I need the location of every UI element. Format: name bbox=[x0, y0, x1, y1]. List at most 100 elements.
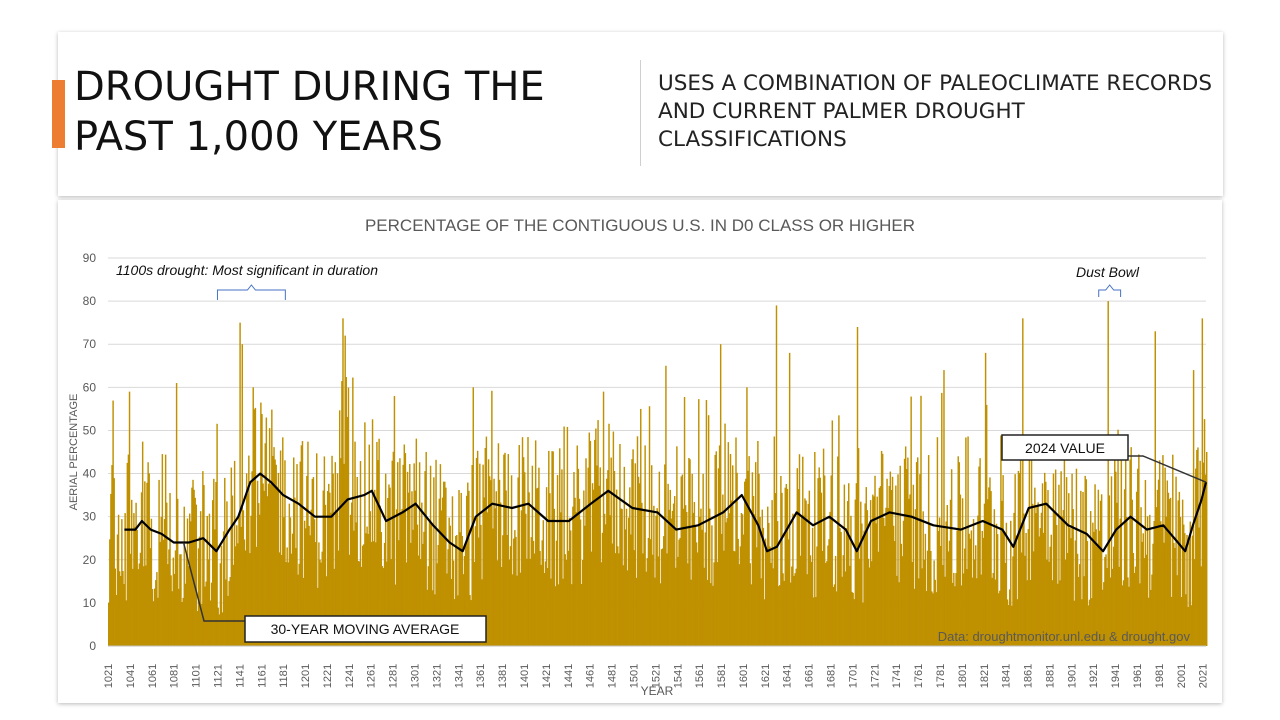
bar-1236 bbox=[343, 463, 345, 646]
bar-1849 bbox=[1014, 474, 1016, 646]
bar-1909 bbox=[1080, 490, 1082, 646]
bar-1376 bbox=[496, 560, 499, 646]
bar-1257 bbox=[366, 526, 368, 646]
bar-1982 bbox=[1160, 521, 1162, 646]
bar-1715 bbox=[867, 558, 870, 646]
bar-1957 bbox=[1132, 553, 1135, 646]
x-tick-label: 1441 bbox=[563, 664, 575, 688]
bar-1323 bbox=[438, 498, 441, 646]
bar-1123 bbox=[219, 563, 222, 646]
bar-1357 bbox=[475, 457, 478, 646]
y-tick-label: 40 bbox=[83, 467, 97, 481]
bar-1208 bbox=[312, 477, 315, 646]
bar-1113 bbox=[208, 513, 211, 646]
bar-1953 bbox=[1128, 586, 1130, 646]
x-tick-label: 1881 bbox=[1044, 664, 1056, 688]
bar-1452 bbox=[579, 519, 582, 646]
bar-1583 bbox=[723, 550, 725, 646]
bar-1216 bbox=[321, 551, 323, 646]
bar-1637 bbox=[782, 573, 784, 646]
bar-1617 bbox=[760, 578, 762, 646]
bar-1335 bbox=[451, 496, 454, 646]
bar-1093 bbox=[186, 518, 189, 646]
bar-1435 bbox=[561, 469, 563, 646]
bar-1575 bbox=[714, 454, 716, 646]
bar-1363 bbox=[482, 464, 484, 646]
bar-1217 bbox=[322, 490, 325, 646]
bar-1439 bbox=[565, 559, 568, 646]
bar-1043 bbox=[132, 568, 134, 646]
bar-1044 bbox=[133, 513, 135, 646]
bar-1613 bbox=[756, 547, 758, 646]
callout-label-2024: 2024 VALUE bbox=[1025, 440, 1105, 456]
bar-1365 bbox=[484, 447, 487, 646]
bar-1183 bbox=[285, 562, 287, 646]
bar-1865 bbox=[1031, 503, 1034, 646]
bar-1724 bbox=[877, 551, 880, 646]
bar-1823 bbox=[985, 404, 988, 646]
bar-1716 bbox=[868, 567, 871, 646]
bar-1648 bbox=[794, 573, 796, 646]
bar-1952 bbox=[1127, 577, 1129, 646]
bar-1556 bbox=[693, 502, 696, 646]
bar-1030 bbox=[117, 514, 120, 646]
bar-1561 bbox=[699, 516, 701, 646]
bar-1361 bbox=[480, 524, 482, 646]
bar-1303 bbox=[416, 524, 419, 646]
bar-1454 bbox=[582, 560, 584, 646]
bar-1457 bbox=[585, 458, 587, 646]
bar-1938 bbox=[1111, 568, 1114, 646]
y-tick-label: 20 bbox=[83, 553, 97, 567]
bar-1388 bbox=[509, 546, 512, 646]
bar-1765 bbox=[922, 511, 924, 646]
bar-1139 bbox=[237, 543, 239, 646]
bar-1214 bbox=[319, 559, 321, 646]
bar-1878 bbox=[1046, 559, 1048, 646]
bar-1443 bbox=[569, 530, 572, 646]
bar-1883 bbox=[1051, 580, 1054, 646]
bar-1664 bbox=[811, 527, 814, 646]
bar-1814 bbox=[976, 578, 978, 646]
bar-1901 bbox=[1071, 473, 1073, 646]
bar-1743 bbox=[898, 582, 900, 646]
bar-1562 bbox=[700, 508, 702, 646]
bar-1680 bbox=[829, 511, 831, 646]
bar-1843 bbox=[1007, 604, 1010, 646]
bar-1032 bbox=[120, 575, 122, 646]
bar-1190 bbox=[293, 457, 295, 646]
bar-1592 bbox=[733, 550, 735, 646]
bar-1956 bbox=[1131, 499, 1134, 646]
bar-1275 bbox=[386, 561, 388, 646]
bar-1215 bbox=[320, 562, 322, 646]
bar-1053 bbox=[143, 566, 145, 646]
bar-1682 bbox=[831, 420, 834, 646]
bar-1591 bbox=[731, 465, 734, 646]
bar-1831 bbox=[994, 579, 997, 646]
bar-1185 bbox=[287, 562, 289, 646]
bar-1201 bbox=[305, 528, 307, 646]
bar-2017 bbox=[1198, 527, 1200, 646]
bar-1658 bbox=[805, 500, 807, 646]
bar-1679 bbox=[828, 539, 830, 646]
bar-1642 bbox=[787, 539, 790, 646]
bar-1156 bbox=[255, 546, 258, 646]
bar-1818 bbox=[980, 574, 982, 646]
bar-1118 bbox=[214, 529, 216, 646]
bar-1074 bbox=[166, 502, 168, 646]
bar-1209 bbox=[313, 519, 316, 646]
bar-1098 bbox=[192, 479, 194, 646]
bar-1961 bbox=[1137, 468, 1139, 646]
bar-1965 bbox=[1141, 541, 1143, 646]
bar-1155 bbox=[254, 407, 257, 646]
bar-1666 bbox=[814, 451, 816, 646]
bar-1329 bbox=[445, 487, 447, 646]
bar-1162 bbox=[262, 483, 264, 646]
bar-1220 bbox=[325, 576, 328, 646]
bar-1187 bbox=[289, 517, 292, 646]
bar-1870 bbox=[1037, 502, 1039, 646]
bar-1422 bbox=[546, 568, 549, 646]
bar-1522 bbox=[656, 508, 658, 646]
bar-1328 bbox=[444, 481, 446, 646]
bar-1493 bbox=[624, 529, 627, 646]
annotation-1100s-drought: 1100s drought: Most significant in durat… bbox=[116, 262, 378, 278]
